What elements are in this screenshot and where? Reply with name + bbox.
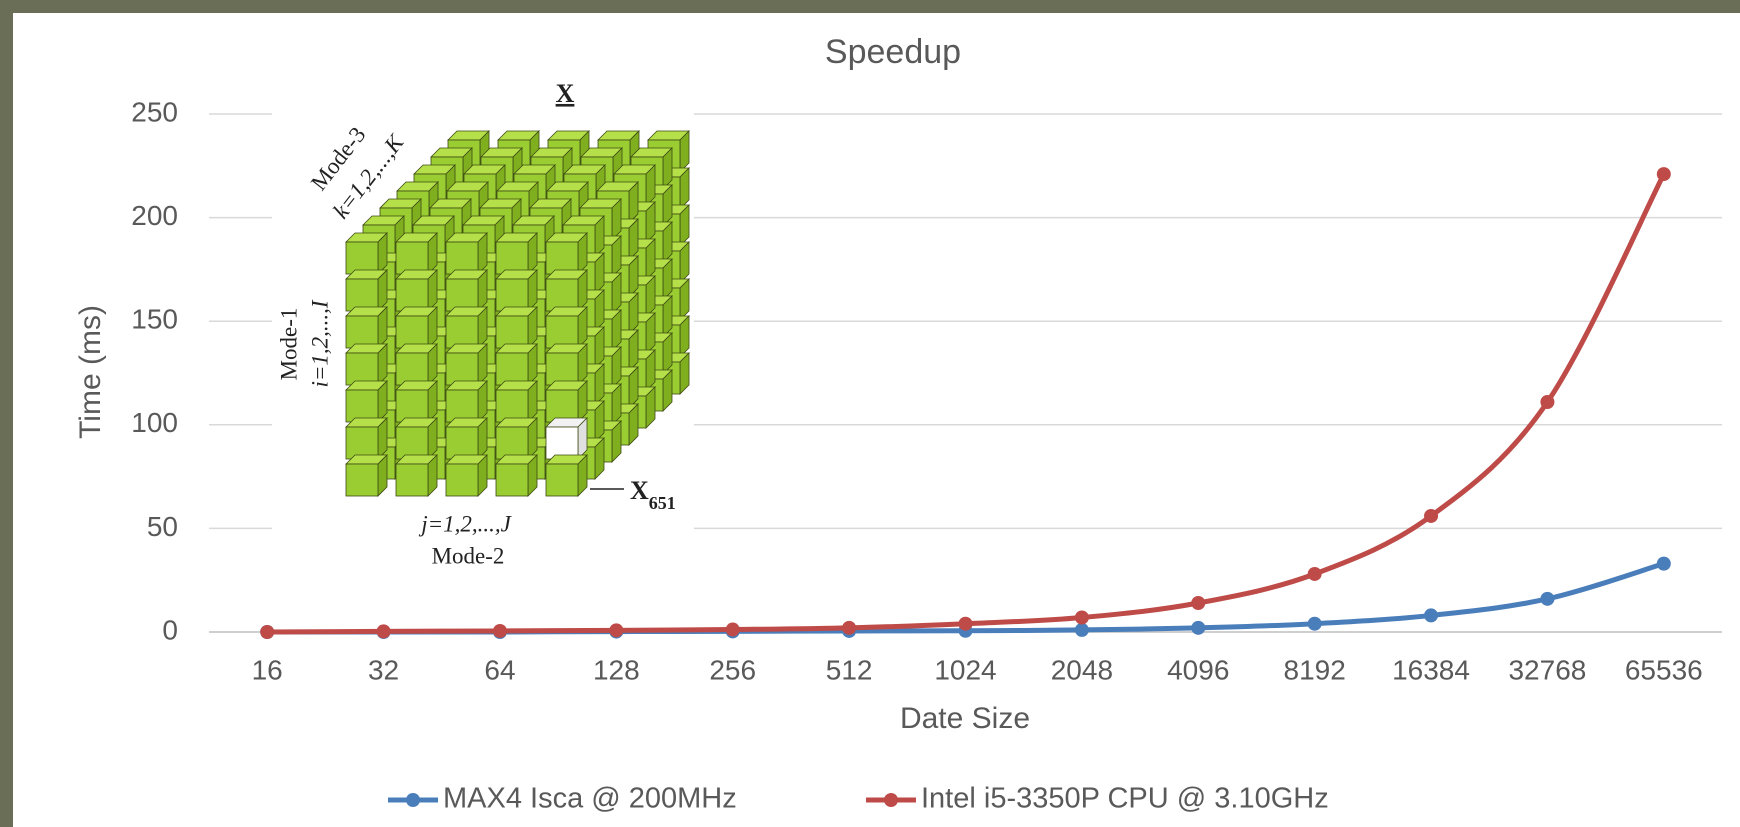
cube-front <box>546 390 578 422</box>
cube-front <box>446 316 478 348</box>
x-axis-label: Date Size <box>900 702 1030 735</box>
cube-front <box>346 464 378 496</box>
cube-front <box>396 390 428 422</box>
x-tick-label: 65536 <box>1625 654 1703 685</box>
series-marker <box>1191 621 1205 635</box>
y-tick-label: 150 <box>131 304 178 335</box>
x-tick-label: 256 <box>709 654 756 685</box>
cube-front <box>396 242 428 274</box>
cube-front <box>396 464 428 496</box>
series-marker <box>1308 567 1322 581</box>
x-tick-label: 16 <box>252 654 283 685</box>
series-marker <box>959 617 973 631</box>
series-marker <box>1540 592 1554 606</box>
cube-front <box>396 279 428 311</box>
element-index: 651 <box>649 493 676 513</box>
chart: Speedup Time (ms) Date Size 0 50 100 150 200… <box>0 0 1740 827</box>
legend-label: Intel i5-3350P CPU @ 3.10GHz <box>921 783 1329 815</box>
x-tick-label: 16384 <box>1392 654 1470 685</box>
cube-front <box>546 427 578 459</box>
cube-front <box>446 390 478 422</box>
y-tick-label: 100 <box>131 407 178 438</box>
cube-front <box>546 316 578 348</box>
mode2-label: Mode-2 <box>432 543 505 568</box>
cube-front <box>396 427 428 459</box>
cube-front <box>496 464 528 496</box>
legend-marker <box>406 793 420 807</box>
y-tick-label: 200 <box>131 200 178 231</box>
chart-title: Speedup <box>825 33 961 71</box>
cube-front <box>346 427 378 459</box>
x-tick-label: 512 <box>826 654 873 685</box>
series-marker <box>1308 617 1322 631</box>
cube-front <box>546 353 578 385</box>
cube-front <box>446 353 478 385</box>
x-tick-label: 128 <box>593 654 640 685</box>
j-range: j=1,2,...,J <box>418 511 512 536</box>
cube-front <box>546 242 578 274</box>
cube-front <box>346 390 378 422</box>
x-tick-label: 8192 <box>1284 654 1346 685</box>
cube-front <box>346 353 378 385</box>
y-tick-label: 50 <box>147 511 178 542</box>
x-tick-label: 1024 <box>934 654 996 685</box>
cube-front <box>346 316 378 348</box>
cube-front <box>546 279 578 311</box>
cube-front <box>396 353 428 385</box>
y-tick-label: 0 <box>162 614 178 645</box>
y-tick-label: 250 <box>131 96 178 127</box>
y-axis-label: Time (ms) <box>74 305 107 439</box>
mode1-label: Mode-1 <box>276 308 301 381</box>
legend-label: MAX4 Isca @ 200MHz <box>443 783 737 815</box>
series-marker <box>609 623 623 637</box>
cube-front <box>496 390 528 422</box>
series-marker <box>260 625 274 639</box>
x-tick-label: 64 <box>484 654 515 685</box>
series-marker <box>1424 509 1438 523</box>
cube-front <box>446 427 478 459</box>
page: {"chart_data": {"type": "line", "title":… <box>0 0 1740 827</box>
cube-front <box>496 316 528 348</box>
series-marker <box>726 623 740 637</box>
series-marker <box>1657 167 1671 181</box>
x-tick-label: 2048 <box>1051 654 1113 685</box>
cube-front <box>346 279 378 311</box>
cube-front <box>446 279 478 311</box>
series-marker <box>493 624 507 638</box>
cube-front <box>346 242 378 274</box>
x-tick-label: 32 <box>368 654 399 685</box>
element-symbol: X <box>630 476 649 505</box>
i-range: i=1,2,...,I <box>307 299 332 387</box>
cube-front <box>546 464 578 496</box>
series-marker <box>842 621 856 635</box>
series-marker <box>377 624 391 638</box>
x-tick-label: 4096 <box>1167 654 1229 685</box>
series-marker <box>1424 608 1438 622</box>
cube-front <box>496 353 528 385</box>
cube-front <box>496 242 528 274</box>
inset-figure: X Mode-3 k=1,2,...,K Mode-1 i=1,2,...,I … <box>272 72 694 577</box>
cube-front <box>496 279 528 311</box>
series-marker <box>1657 557 1671 571</box>
cube-front <box>496 427 528 459</box>
inset-title: X <box>556 79 575 108</box>
series-marker <box>1191 596 1205 610</box>
series-marker <box>1075 610 1089 624</box>
cube-front <box>396 316 428 348</box>
x-tick-label: 32768 <box>1508 654 1586 685</box>
series-marker <box>1540 395 1554 409</box>
cube-front <box>446 464 478 496</box>
cube-front <box>446 242 478 274</box>
series-marker <box>1075 623 1089 637</box>
legend-marker <box>884 793 898 807</box>
